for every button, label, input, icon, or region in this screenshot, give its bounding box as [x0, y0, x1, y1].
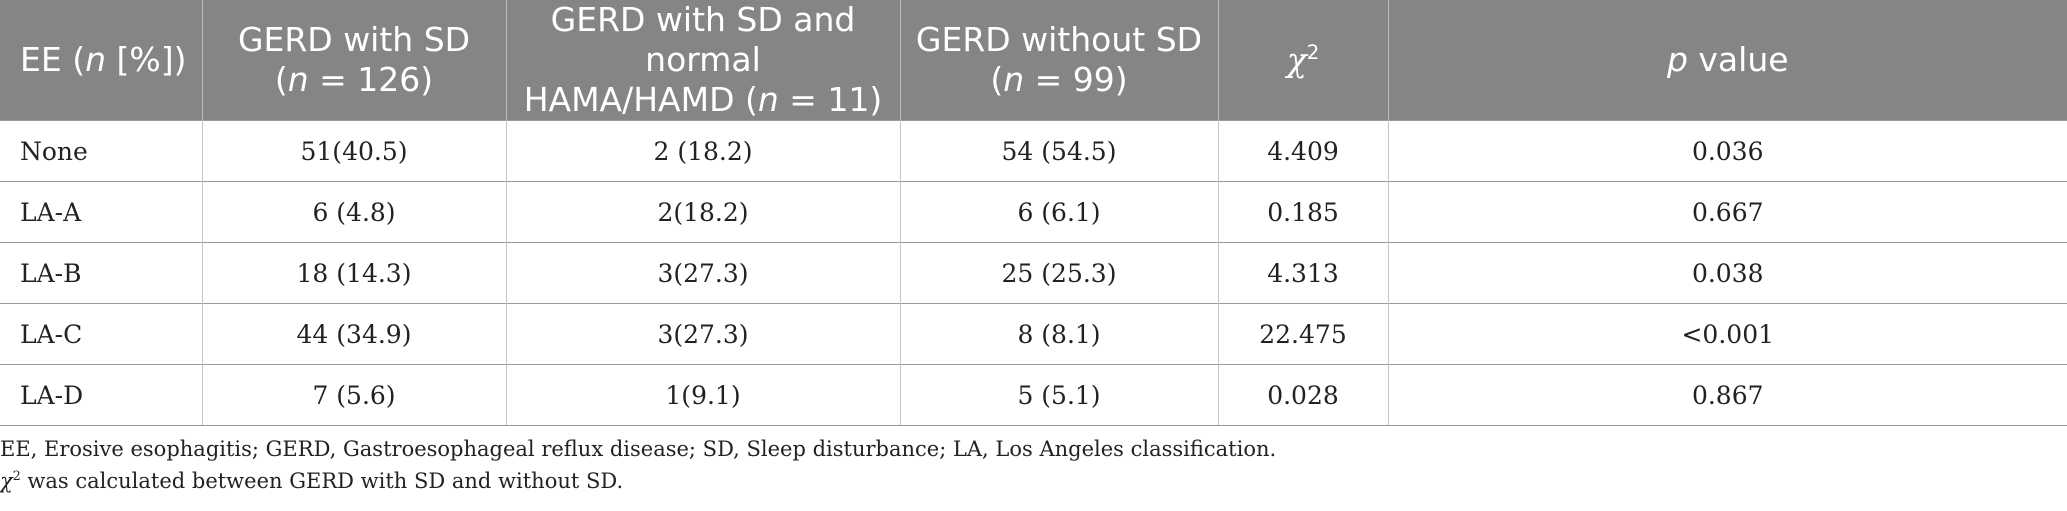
cell-gerd-sd-normal: 3(27.3) [505, 303, 900, 365]
cell-chi2: 4.313 [1217, 242, 1388, 304]
ee-comparison-table: EE (n [%]) GERD with SD (n = 126) GERD wi… [0, 0, 2067, 426]
header-p-value: p value [1387, 0, 2067, 121]
header-ee: EE (n [%]) [0, 0, 202, 121]
cell-p-value: 0.867 [1387, 364, 2067, 426]
table-row: None 51(40.5) 2 (18.2) 54 (54.5) 4.409 0… [0, 120, 2067, 182]
cell-gerd-sd: 44 (34.9) [201, 303, 506, 365]
table-footnotes: EE, Erosive esophagitis; GERD, Gastroeso… [0, 433, 1276, 497]
data-table-container: EE (n [%]) GERD with SD (n = 126) GERD wi… [0, 0, 2067, 426]
header-gerd-with-sd-normal: GERD with SD and normal HAMA/HAMD (n = 11… [505, 0, 900, 121]
cell-ee: LA-D [0, 364, 202, 426]
table-header-row: EE (n [%]) GERD with SD (n = 126) GERD wi… [0, 0, 2067, 121]
cell-gerd-sd: 18 (14.3) [201, 242, 506, 304]
cell-ee: LA-B [0, 242, 202, 304]
cell-ee: LA-A [0, 181, 202, 243]
cell-gerd-sd: 7 (5.6) [201, 364, 506, 426]
cell-gerd-no-sd: 25 (25.3) [899, 242, 1218, 304]
table-row: LA-C 44 (34.9) 3(27.3) 8 (8.1) 22.475 <0… [0, 303, 2067, 365]
cell-gerd-sd-normal: 2 (18.2) [505, 120, 900, 182]
cell-chi2: 0.028 [1217, 364, 1388, 426]
cell-gerd-no-sd: 6 (6.1) [899, 181, 1218, 243]
table-row: LA-A 6 (4.8) 2(18.2) 6 (6.1) 0.185 0.667 [0, 181, 2067, 243]
cell-gerd-sd: 51(40.5) [201, 120, 506, 182]
cell-ee: None [0, 120, 202, 182]
cell-gerd-sd-normal: 3(27.3) [505, 242, 900, 304]
cell-gerd-no-sd: 8 (8.1) [899, 303, 1218, 365]
cell-gerd-no-sd: 5 (5.1) [899, 364, 1218, 426]
cell-gerd-sd: 6 (4.8) [201, 181, 506, 243]
table-row: LA-D 7 (5.6) 1(9.1) 5 (5.1) 0.028 0.867 [0, 364, 2067, 426]
cell-chi2: 0.185 [1217, 181, 1388, 243]
cell-gerd-sd-normal: 1(9.1) [505, 364, 900, 426]
cell-ee: LA-C [0, 303, 202, 365]
cell-p-value: 0.038 [1387, 242, 2067, 304]
cell-p-value: <0.001 [1387, 303, 2067, 365]
header-gerd-with-sd: GERD with SD (n = 126) [201, 0, 506, 121]
header-chi-square: χ2 [1217, 0, 1388, 121]
header-gerd-without-sd: GERD without SD (n = 99) [899, 0, 1218, 121]
cell-chi2: 4.409 [1217, 120, 1388, 182]
cell-gerd-sd-normal: 2(18.2) [505, 181, 900, 243]
cell-p-value: 0.667 [1387, 181, 2067, 243]
cell-p-value: 0.036 [1387, 120, 2067, 182]
footnote-chi-square: χ2 was calculated between GERD with SD a… [0, 468, 624, 493]
footnote-abbreviations: EE, Erosive esophagitis; GERD, Gastroeso… [0, 437, 1277, 461]
cell-gerd-no-sd: 54 (54.5) [899, 120, 1218, 182]
cell-chi2: 22.475 [1217, 303, 1388, 365]
table-row: LA-B 18 (14.3) 3(27.3) 25 (25.3) 4.313 0… [0, 242, 2067, 304]
